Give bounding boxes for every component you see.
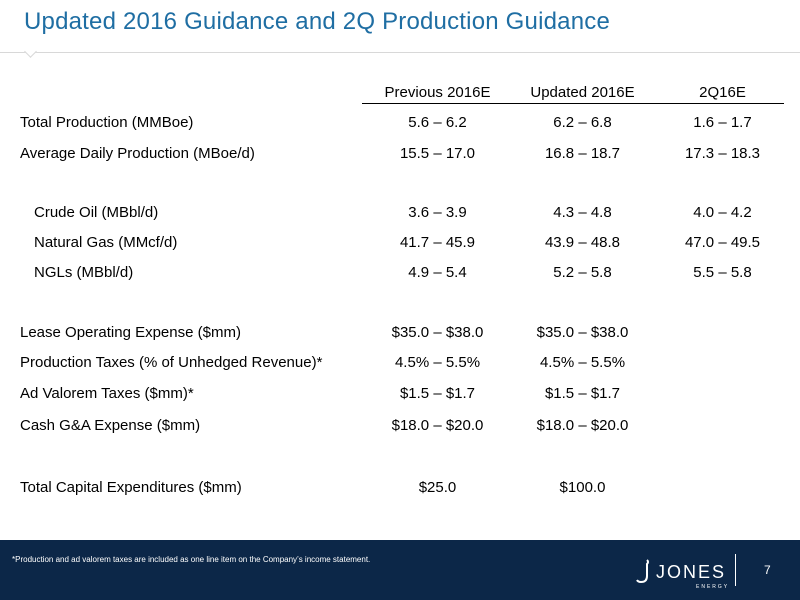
footnote: *Production and ad valorem taxes are inc… [12, 555, 371, 564]
cell-total-production-2q: 1.6 – 1.7 [693, 114, 752, 131]
cell-daily-production-updated: 16.8 – 18.7 [544, 145, 621, 162]
cell-crude-oil-2q: 4.0 – 4.2 [693, 204, 752, 221]
cell-crude-oil-previous: 3.6 – 3.9 [408, 204, 467, 221]
row-label-crude-oil: Crude Oil (MBbl/d) [34, 204, 159, 221]
cell-ngls-2q: 5.5 – 5.8 [693, 264, 752, 281]
logo-wordmark: JONES [656, 562, 727, 582]
page-title: Updated 2016 Guidance and 2Q Production … [24, 8, 611, 35]
cell-crude-oil-updated: 4.3 – 4.8 [553, 204, 612, 221]
row-label-average-daily-production: Average Daily Production (MBoe/d) [20, 145, 255, 162]
page-number: 7 [764, 563, 771, 577]
cell-cash-ga-updated: $18.0 – $20.0 [536, 417, 629, 434]
cell-ad-valorem-updated: $1.5 – $1.7 [544, 385, 621, 402]
row-label-total-production: Total Production (MMBoe) [20, 114, 194, 131]
footer-divider [735, 554, 736, 586]
cell-natural-gas-2q: 47.0 – 49.5 [684, 234, 761, 251]
cell-production-taxes-updated: 4.5% – 5.5% [539, 354, 626, 371]
row-label-ngls: NGLs (MBbl/d) [34, 264, 134, 281]
row-label-total-capex: Total Capital Expenditures ($mm) [20, 479, 242, 496]
row-label-natural-gas: Natural Gas (MMcf/d) [34, 234, 178, 251]
logo-mark-icon [636, 559, 649, 584]
column-header-updated-2016e: Updated 2016E [530, 84, 635, 101]
cell-daily-production-2q: 17.3 – 18.3 [684, 145, 761, 162]
logo-subtext: ENERGY [696, 584, 730, 590]
cell-cash-ga-previous: $18.0 – $20.0 [391, 417, 484, 434]
column-header-previous-2016e: Previous 2016E [384, 84, 491, 101]
row-label-lease-operating-expense: Lease Operating Expense ($mm) [20, 324, 241, 341]
footer-bar: *Production and ad valorem taxes are inc… [0, 540, 800, 600]
cell-natural-gas-updated: 43.9 – 48.8 [544, 234, 621, 251]
cell-loe-previous: $35.0 – $38.0 [391, 324, 484, 341]
cell-capex-previous: $25.0 [418, 479, 457, 496]
cell-daily-production-previous: 15.5 – 17.0 [399, 145, 476, 162]
row-label-production-taxes: Production Taxes (% of Unhedged Revenue)… [20, 354, 323, 371]
cell-natural-gas-previous: 41.7 – 45.9 [399, 234, 476, 251]
column-header-2q16e: 2Q16E [699, 84, 746, 101]
cell-production-taxes-previous: 4.5% – 5.5% [394, 354, 481, 371]
cell-ngls-updated: 5.2 – 5.8 [553, 264, 612, 281]
title-divider [0, 52, 800, 53]
cell-ad-valorem-previous: $1.5 – $1.7 [399, 385, 476, 402]
cell-total-production-updated: 6.2 – 6.8 [553, 114, 612, 131]
row-label-cash-ga-expense: Cash G&A Expense ($mm) [20, 417, 201, 434]
cell-total-production-previous: 5.6 – 6.2 [408, 114, 467, 131]
header-underline [362, 103, 784, 104]
cell-capex-updated: $100.0 [559, 479, 606, 496]
cell-ngls-previous: 4.9 – 5.4 [408, 264, 467, 281]
cell-loe-updated: $35.0 – $38.0 [536, 324, 629, 341]
row-label-ad-valorem-taxes: Ad Valorem Taxes ($mm)* [20, 385, 194, 402]
